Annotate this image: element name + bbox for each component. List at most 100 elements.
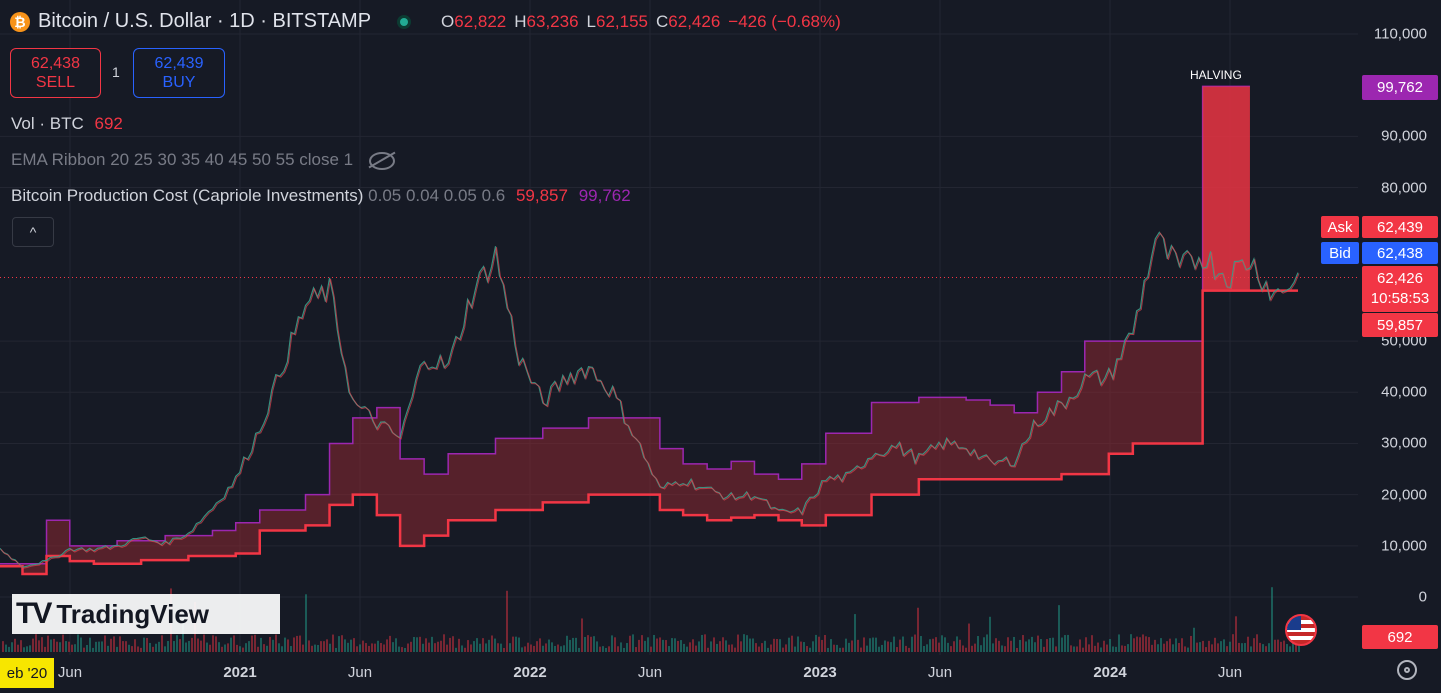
- volume-bar: [980, 645, 982, 652]
- volume-bar: [725, 640, 727, 652]
- y-tick-label: 30,000: [1381, 434, 1427, 452]
- tradingview-name: TradingView: [56, 598, 210, 629]
- volume-bar: [203, 634, 205, 652]
- y-tick-label: 10,000: [1381, 537, 1427, 555]
- volume-bar: [386, 639, 388, 652]
- volume-bar: [974, 643, 976, 652]
- volume-bar: [440, 640, 442, 652]
- volume-bar: [1190, 635, 1192, 652]
- volume-bar: [467, 640, 469, 652]
- ask-label: Ask: [1321, 216, 1359, 238]
- volume-bar: [563, 645, 565, 652]
- buy-button[interactable]: 62,439 BUY: [133, 48, 225, 98]
- volume-bar: [1070, 645, 1072, 652]
- volume-bar: [839, 647, 841, 652]
- volume-bar: [755, 643, 757, 652]
- volume-bar: [611, 635, 613, 652]
- volume-bar: [524, 646, 526, 652]
- volume-bar: [305, 594, 307, 652]
- volume-bar: [1199, 642, 1201, 652]
- volume-bar: [113, 636, 115, 652]
- tradingview-watermark[interactable]: TV TradingView: [12, 594, 280, 634]
- volume-bar: [626, 643, 628, 652]
- volume-bar: [1235, 616, 1237, 652]
- volume-bar: [437, 641, 439, 652]
- volume-bar: [638, 639, 640, 652]
- x-tick-label: Jun: [1217, 664, 1243, 681]
- volume-bar: [1181, 638, 1183, 652]
- price-tag-cost: 59,857: [1362, 313, 1438, 337]
- volume-bar: [578, 647, 580, 652]
- volume-bar: [623, 647, 625, 652]
- volume-bar: [818, 636, 820, 652]
- volume-bar: [662, 639, 664, 652]
- volume-legend-label: Vol · BTC: [11, 114, 84, 133]
- volume-bar: [212, 635, 214, 652]
- production-cost-value-2: 99,762: [578, 186, 631, 205]
- x-tick-label: Jun: [637, 664, 663, 681]
- volume-bar: [446, 644, 448, 652]
- settings-icon[interactable]: [1397, 660, 1417, 680]
- sell-button[interactable]: 62,438 SELL: [10, 48, 101, 98]
- volume-bar: [1220, 641, 1222, 652]
- volume-bar: [1067, 634, 1069, 652]
- volume-bar: [77, 634, 79, 652]
- volume-bar: [275, 634, 277, 652]
- volume-bar: [56, 641, 58, 652]
- volume-bar: [539, 638, 541, 652]
- volume-bar: [368, 645, 370, 652]
- volume-bar: [929, 639, 931, 652]
- volume-bar: [635, 647, 637, 652]
- volume-bar: [593, 636, 595, 652]
- volume-bar: [983, 637, 985, 652]
- volume-legend[interactable]: Vol · BTC 692: [11, 114, 123, 134]
- volume-bar: [137, 646, 139, 652]
- close-label: C: [656, 11, 669, 31]
- volume-bar: [5, 644, 7, 652]
- volume-bar: [218, 642, 220, 652]
- collapse-legend-button[interactable]: ^: [12, 217, 54, 247]
- volume-bar: [488, 639, 490, 652]
- symbol-title[interactable]: Bitcoin / U.S. Dollar · 1D · BITSTAMP: [38, 10, 372, 32]
- volume-bar: [542, 645, 544, 652]
- volume-bar: [1130, 634, 1132, 652]
- x-tick-label: Jun: [57, 664, 83, 681]
- volume-bar: [74, 644, 76, 652]
- volume-bar: [1007, 637, 1009, 652]
- volume-bar: [50, 639, 52, 652]
- volume-bar: [512, 636, 514, 652]
- volume-bar: [896, 647, 898, 652]
- volume-bar: [1001, 645, 1003, 652]
- eye-hidden-icon[interactable]: [369, 151, 396, 170]
- production-cost-value-1: 59,857: [515, 186, 568, 205]
- volume-bar: [698, 641, 700, 652]
- bitcoin-icon: ₿: [10, 11, 30, 32]
- volume-bar: [791, 635, 793, 652]
- volume-bar: [1061, 637, 1063, 652]
- volume-bar: [119, 636, 121, 652]
- sell-label: SELL: [35, 74, 76, 91]
- volume-bar: [209, 644, 211, 652]
- volume-bar: [998, 640, 1000, 652]
- ema-ribbon-legend[interactable]: EMA Ribbon 20 25 30 35 40 45 50 55 close…: [11, 150, 396, 170]
- volume-bar: [965, 647, 967, 652]
- volume-bar: [146, 637, 148, 652]
- volume-bar: [38, 640, 40, 652]
- us-flag-icon[interactable]: [1285, 614, 1317, 646]
- volume-bar: [1016, 647, 1018, 652]
- volume-bar: [962, 645, 964, 652]
- volume-bar: [920, 636, 922, 652]
- volume-bar: [743, 634, 745, 652]
- volume-bar: [164, 646, 166, 652]
- order-quantity[interactable]: 1: [112, 64, 120, 80]
- low-label: L: [586, 11, 597, 31]
- production-cost-legend[interactable]: Bitcoin Production Cost (Capriole Invest…: [11, 186, 631, 206]
- volume-bar: [1100, 647, 1102, 652]
- x-tick-label: 2024: [1093, 664, 1127, 681]
- volume-bar: [95, 641, 97, 652]
- y-tick-label: 20,000: [1381, 486, 1427, 504]
- volume-bar: [587, 635, 589, 652]
- market-status-icon[interactable]: [397, 14, 412, 29]
- volume-bar: [809, 647, 811, 652]
